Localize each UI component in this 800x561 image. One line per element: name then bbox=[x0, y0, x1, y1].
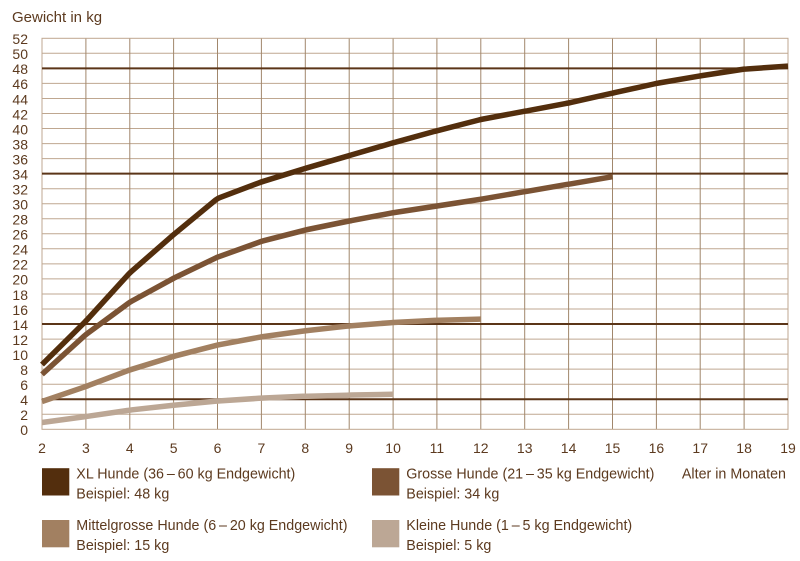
svg-text:40: 40 bbox=[12, 121, 28, 137]
svg-text:16: 16 bbox=[12, 302, 28, 318]
svg-text:20: 20 bbox=[12, 272, 28, 288]
svg-text:18: 18 bbox=[736, 440, 752, 456]
svg-text:5: 5 bbox=[170, 440, 178, 456]
svg-text:36: 36 bbox=[12, 151, 28, 167]
svg-text:Mittelgrosse Hunde (6 – 20 kg: Mittelgrosse Hunde (6 – 20 kg Endgewicht… bbox=[76, 518, 347, 534]
svg-text:0: 0 bbox=[20, 422, 28, 438]
svg-text:16: 16 bbox=[649, 440, 665, 456]
svg-text:34: 34 bbox=[12, 166, 28, 182]
svg-text:8: 8 bbox=[301, 440, 309, 456]
svg-text:12: 12 bbox=[12, 332, 28, 348]
svg-text:Beispiel: 48 kg: Beispiel: 48 kg bbox=[76, 486, 169, 502]
svg-text:10: 10 bbox=[12, 347, 28, 363]
svg-text:38: 38 bbox=[12, 136, 28, 152]
svg-text:6: 6 bbox=[214, 440, 222, 456]
svg-text:19: 19 bbox=[780, 440, 796, 456]
svg-text:14: 14 bbox=[561, 440, 577, 456]
svg-text:3: 3 bbox=[82, 440, 90, 456]
svg-text:13: 13 bbox=[517, 440, 533, 456]
svg-text:30: 30 bbox=[12, 197, 28, 213]
svg-text:4: 4 bbox=[126, 440, 134, 456]
svg-text:Beispiel: 5 kg: Beispiel: 5 kg bbox=[406, 538, 491, 554]
svg-text:4: 4 bbox=[20, 392, 28, 408]
svg-text:50: 50 bbox=[12, 46, 28, 62]
svg-text:7: 7 bbox=[258, 440, 266, 456]
svg-text:28: 28 bbox=[12, 212, 28, 228]
svg-text:22: 22 bbox=[12, 257, 28, 273]
svg-text:Beispiel: 34 kg: Beispiel: 34 kg bbox=[406, 486, 499, 502]
svg-text:8: 8 bbox=[20, 362, 28, 378]
svg-text:XL Hunde (36 – 60 kg Endgewich: XL Hunde (36 – 60 kg Endgewicht) bbox=[76, 466, 295, 482]
svg-text:Kleine Hunde (1 – 5 kg Endgewi: Kleine Hunde (1 – 5 kg Endgewicht) bbox=[406, 518, 632, 534]
svg-text:6: 6 bbox=[20, 377, 28, 393]
svg-text:Beispiel: 15 kg: Beispiel: 15 kg bbox=[76, 538, 169, 554]
svg-text:Alter in Monaten: Alter in Monaten bbox=[682, 466, 786, 482]
svg-text:12: 12 bbox=[473, 440, 489, 456]
svg-text:14: 14 bbox=[12, 317, 28, 333]
svg-text:Grosse Hunde (21 – 35 kg Endge: Grosse Hunde (21 – 35 kg Endgewicht) bbox=[406, 466, 654, 482]
svg-text:48: 48 bbox=[12, 61, 28, 77]
svg-text:24: 24 bbox=[12, 242, 28, 258]
svg-text:2: 2 bbox=[38, 440, 46, 456]
svg-text:32: 32 bbox=[12, 182, 28, 198]
svg-text:18: 18 bbox=[12, 287, 28, 303]
svg-text:26: 26 bbox=[12, 227, 28, 243]
svg-text:15: 15 bbox=[605, 440, 621, 456]
svg-text:10: 10 bbox=[385, 440, 401, 456]
svg-text:9: 9 bbox=[345, 440, 353, 456]
svg-text:11: 11 bbox=[430, 440, 445, 456]
svg-text:44: 44 bbox=[12, 91, 28, 107]
svg-text:46: 46 bbox=[12, 76, 28, 92]
svg-text:17: 17 bbox=[692, 440, 708, 456]
svg-text:42: 42 bbox=[12, 106, 28, 122]
svg-text:Gewicht in kg: Gewicht in kg bbox=[12, 9, 102, 26]
svg-text:52: 52 bbox=[12, 31, 28, 47]
svg-text:2: 2 bbox=[20, 407, 28, 423]
